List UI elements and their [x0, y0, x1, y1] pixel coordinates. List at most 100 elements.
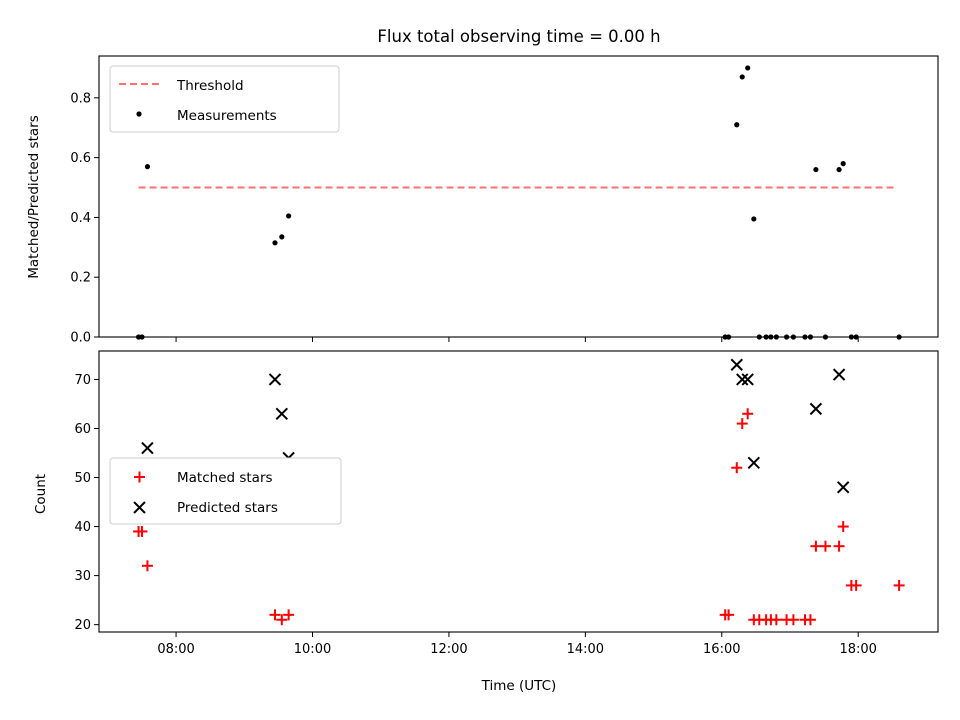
matched-stars-point [893, 579, 905, 591]
measurement-point [272, 240, 278, 246]
y-tick-label: 0.8 [70, 91, 91, 106]
x-stroke-b [736, 373, 749, 386]
legend-threshold-label: Threshold [176, 78, 244, 94]
x-tick-label: 12:00 [430, 642, 467, 657]
y-tick-label: 0.2 [70, 271, 91, 286]
predicted-stars-point [832, 368, 846, 381]
x-tick-label: 08:00 [157, 642, 194, 657]
x-stroke-b [268, 373, 282, 386]
measurement-point [813, 166, 819, 173]
matched-stars-point [723, 609, 735, 621]
predicted-stars-point [747, 456, 761, 470]
matched-stars-point [787, 614, 799, 626]
measurement-point [139, 334, 145, 340]
measurement-point [802, 334, 808, 340]
measurement-point [783, 334, 790, 340]
measurement-point [763, 334, 769, 340]
bottom-axes-frame [98, 350, 939, 633]
matched-stars-point [833, 540, 845, 552]
top-legend-box [109, 65, 340, 133]
predicted-stars-point [741, 373, 754, 386]
measurement-point [751, 216, 757, 222]
measurement-point [822, 334, 829, 340]
predicted-stars-point [730, 358, 743, 371]
predicted-stars-point [141, 441, 154, 455]
x-stroke-b [747, 456, 761, 470]
legend-measurements-swatch [136, 111, 142, 117]
y-tick-label: 0.4 [70, 211, 91, 226]
chart-title: Flux total observing time = 0.00 h [377, 27, 660, 46]
measurement-point [739, 74, 745, 80]
top-axes-marks [135, 65, 902, 340]
bottom-y-axis-label: Count [33, 474, 49, 514]
legend-predicted-label: Predicted stars [177, 500, 278, 516]
measurement-point [853, 334, 859, 340]
predicted-stars-point [836, 481, 850, 494]
y-tick-label: 0.0 [70, 331, 91, 346]
measurement-point [286, 213, 292, 219]
top-legend: Threshold Measurements [109, 65, 340, 133]
measurement-point [734, 122, 740, 128]
legend-matched-label: Matched stars [177, 470, 273, 486]
x-stroke-b [832, 368, 846, 381]
measurement-point [144, 164, 151, 170]
x-stroke-b [141, 441, 154, 455]
measurement-point [756, 334, 762, 340]
matched-stars-point [742, 408, 754, 420]
legend-matched-swatch [134, 471, 145, 483]
matched-stars-point [804, 614, 816, 626]
y-tick-label: 30 [74, 569, 91, 584]
measurement-point [790, 334, 796, 340]
matched-stars-point [850, 579, 862, 591]
x-stroke-b [741, 373, 754, 386]
bottom-legend: Matched stars Predicted stars [109, 457, 342, 525]
x-tick-label: 16:00 [703, 642, 740, 657]
x-stroke-b [275, 407, 289, 420]
x-stroke-b [836, 481, 850, 494]
predicted-stars-point [268, 373, 282, 386]
top-axes-frame [98, 55, 939, 338]
y-tick-label: 40 [74, 520, 91, 535]
x-tick-label: 14:00 [567, 642, 604, 657]
matched-stars-point [276, 614, 288, 626]
matched-stars-point [837, 521, 849, 533]
measurement-point [836, 166, 842, 173]
matched-stars-point [269, 609, 281, 621]
matched-stars-point [136, 525, 148, 537]
matched-stars-point [141, 560, 153, 572]
x-tick-label: 10:00 [294, 642, 331, 657]
y-tick-label: 50 [74, 471, 91, 486]
measurement-point [725, 334, 732, 340]
legend-measurements-label: Measurements [177, 108, 277, 124]
bottom-axes-marks [133, 358, 905, 626]
measurement-point [773, 334, 779, 340]
measurement-point [279, 234, 285, 240]
top-axes-ticks: 0.0 0.2 0.4 0.6 0.8 [70, 91, 859, 346]
matched-stars-point [736, 418, 748, 430]
x-stroke-b [809, 402, 823, 416]
matched-stars-point [770, 614, 782, 626]
top-y-axis-label: Matched/Predicted stars [26, 115, 42, 278]
predicted-stars-point [736, 373, 749, 386]
legend-predicted-swatch [133, 501, 146, 514]
matched-stars-point [731, 462, 743, 474]
measurement-point [896, 334, 902, 340]
bottom-axes: 08:00 10:00 12:00 14:00 16:00 18:00 20 30 40 50 60… [33, 350, 939, 694]
matched-stars-point [810, 540, 822, 552]
matched-stars-point [283, 609, 295, 621]
predicted-stars-point [809, 402, 823, 416]
bottom-legend-box [109, 457, 342, 525]
predicted-stars-point [275, 407, 289, 420]
measurement-point [848, 334, 854, 340]
y-tick-label: 70 [74, 373, 91, 388]
measurement-point [745, 65, 751, 71]
y-tick-label: 0.6 [70, 151, 91, 166]
measurement-point [840, 161, 846, 167]
bottom-x-axis-label: Time (UTC) [481, 678, 557, 694]
x-tick-label: 18:00 [839, 642, 876, 657]
y-tick-label: 20 [74, 618, 91, 633]
y-tick-label: 60 [74, 422, 91, 437]
measurement-point [768, 334, 774, 340]
matched-stars-point [819, 540, 831, 552]
